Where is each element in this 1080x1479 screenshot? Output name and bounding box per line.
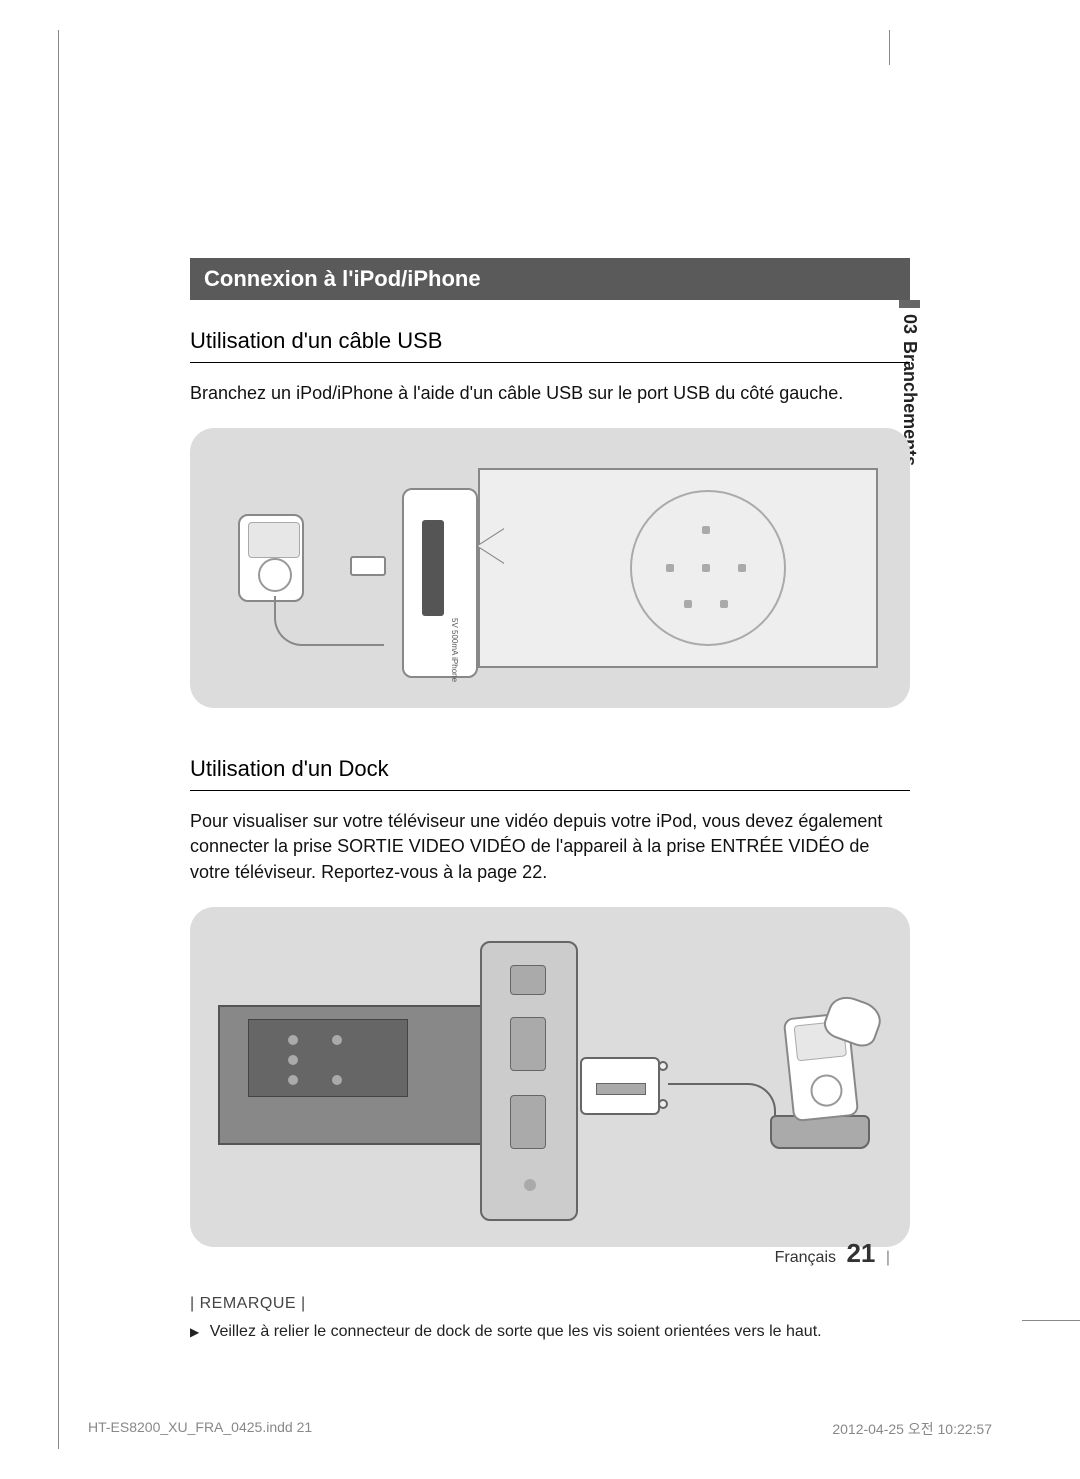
triangle-bullet-icon: ▶ (190, 1325, 199, 1339)
screw-hole-icon (658, 1099, 668, 1109)
panel-slot-icon (510, 1095, 546, 1149)
ipod-icon (238, 514, 304, 602)
note-label: | REMARQUE | (190, 1295, 910, 1313)
port-dot-icon (288, 1055, 298, 1065)
section-header: Connexion à l'iPod/iPhone (190, 258, 910, 300)
port-dot-icon (332, 1075, 342, 1085)
dock-diagram (190, 907, 910, 1247)
usb-cable-icon (274, 596, 384, 646)
panel-dot-icon (524, 1179, 536, 1191)
disc-button-icon (702, 526, 710, 534)
usb-text: Branchez un iPod/iPhone à l'aide d'un câ… (190, 381, 910, 406)
dock-cable-icon (668, 1083, 776, 1133)
dock-base-icon (770, 1115, 870, 1149)
usb-port-label: 5V 500mA iPhone (450, 618, 459, 682)
device-rear-panel-icon (248, 1019, 408, 1097)
disc-button-icon (720, 600, 728, 608)
usb-heading: Utilisation d'un câble USB (190, 328, 910, 363)
page-crop-right (1022, 1320, 1080, 1321)
page-footer: Français 21 | (0, 1238, 1080, 1269)
screw-hole-icon (658, 1061, 668, 1071)
footer-bar-icon: | (886, 1249, 890, 1266)
dock-heading: Utilisation d'un Dock (190, 756, 910, 791)
disc-button-icon (684, 600, 692, 608)
page-crop-top (889, 30, 890, 65)
disc-button-icon (738, 564, 746, 572)
port-dot-icon (288, 1075, 298, 1085)
note-text-content: Veillez à relier le connecteur de dock d… (210, 1323, 822, 1340)
print-footer: HT-ES8200_XU_FRA_0425.indd 21 2012-04-25… (88, 1419, 992, 1439)
print-file: HT-ES8200_XU_FRA_0425.indd 21 (88, 1419, 312, 1439)
usb-diagram: 5V 500mA iPhone (190, 428, 910, 708)
usb-plug-icon (350, 556, 386, 576)
port-dot-icon (288, 1035, 298, 1045)
disc-button-icon (702, 564, 710, 572)
usb-port-slot-icon (422, 520, 444, 616)
footer-lang: Français (775, 1249, 836, 1266)
dock-text: Pour visualiser sur votre téléviseur une… (190, 809, 910, 885)
footer-page-number: 21 (846, 1238, 875, 1268)
print-timestamp: 2012-04-25 오전 10:22:57 (832, 1419, 992, 1439)
note-text: ▶ Veillez à relier le connecteur de dock… (190, 1323, 910, 1341)
callout-arrow-icon (478, 528, 506, 564)
panel-slot-icon (510, 1017, 546, 1071)
panel-slot-icon (510, 965, 546, 995)
disc-button-icon (666, 564, 674, 572)
page-content: Connexion à l'iPod/iPhone Utilisation d'… (190, 258, 910, 1341)
port-dot-icon (332, 1035, 342, 1045)
dock-connector-slot-icon (596, 1083, 646, 1095)
